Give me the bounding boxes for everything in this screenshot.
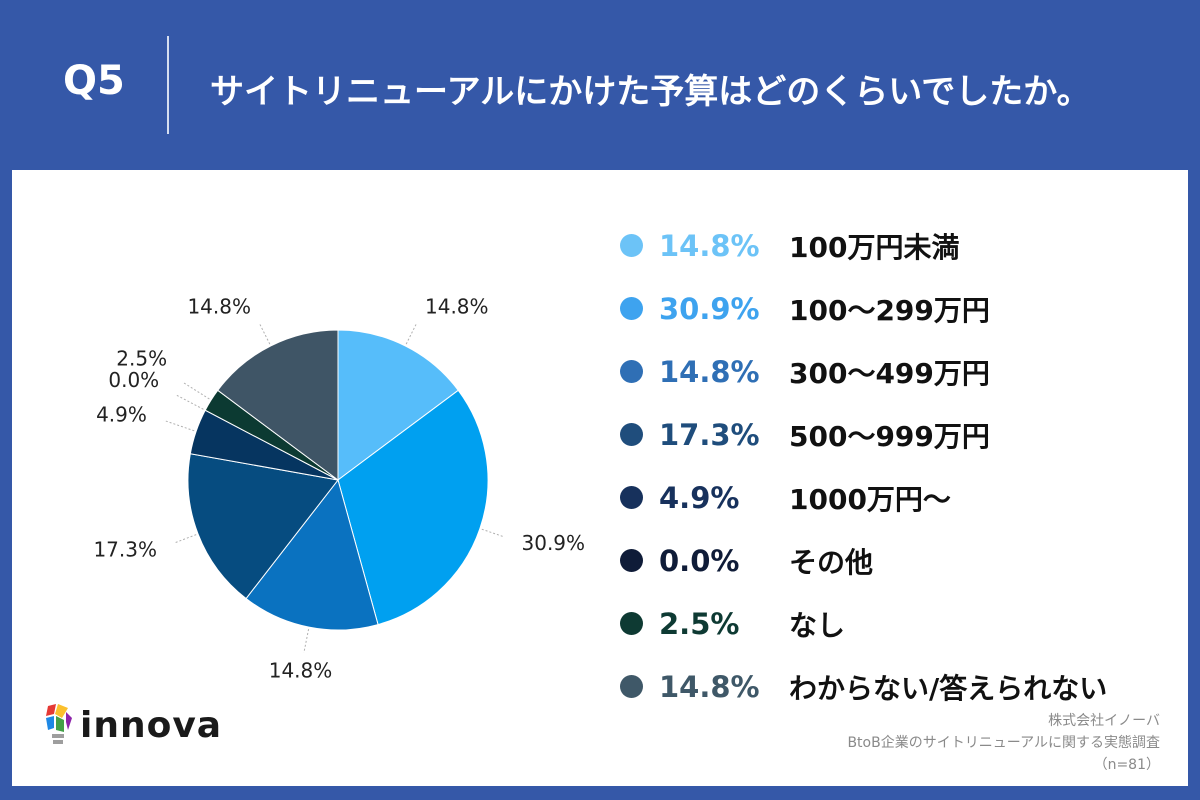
source-sample: （n=81） <box>1093 757 1160 773</box>
slice-label: 14.8% <box>425 295 489 319</box>
leader-line <box>405 322 418 345</box>
legend-item: 4.9% 1000万円〜 <box>620 466 1107 529</box>
legend-label: 300〜499万円 <box>789 356 990 390</box>
leader-line <box>173 534 197 544</box>
legend-item: 0.0% その他 <box>620 529 1107 592</box>
slice-label: 2.5% <box>116 346 167 370</box>
slice-label: 4.9% <box>96 403 147 427</box>
leader-line <box>174 393 204 410</box>
legend-percent: 14.8% <box>659 669 760 704</box>
header-divider <box>167 36 169 134</box>
legend-percent: 0.0% <box>659 543 740 578</box>
legend-item: 30.9% 100〜299万円 <box>620 277 1107 340</box>
source-survey: BtoB企業のサイトリニューアルに関する実態調査 <box>847 735 1160 751</box>
legend-dot <box>620 360 643 383</box>
legend-dot <box>620 549 643 572</box>
question-title: サイトリニューアルにかけた予算はどのくらいでしたか。 <box>210 72 1091 112</box>
legend-item: 14.8% わからない/答えられない <box>620 655 1107 718</box>
legend-item: 17.3% 500〜999万円 <box>620 403 1107 466</box>
slice-label: 14.8% <box>269 658 333 682</box>
legend-dot <box>620 675 643 698</box>
pie-slice <box>337 329 459 481</box>
slice-label: 30.9% <box>522 531 586 555</box>
leader-line <box>258 322 271 345</box>
chart-panel: 14.8% 30.9% 14.8% 17.3% 4.9% 0.0% 2.5% 14.8% 14… <box>12 170 1188 786</box>
slice-label: 0.0% <box>108 368 159 392</box>
legend-label: 1000万円〜 <box>789 482 951 516</box>
pie-slice <box>337 389 489 626</box>
pie-slice <box>187 453 339 600</box>
legend-dot <box>620 486 643 509</box>
pie-slice <box>245 478 379 631</box>
legend-label: その他 <box>789 545 874 579</box>
legend-label: なし <box>789 608 846 642</box>
legend-label: 500〜999万円 <box>789 419 990 453</box>
legend-dot <box>620 423 643 446</box>
slice-label: 14.8% <box>187 295 251 319</box>
leader-line <box>182 381 210 400</box>
leader-line <box>481 528 505 538</box>
legend-item: 14.8% 100万円未満 <box>620 214 1107 277</box>
legend-label: 100万円未満 <box>789 230 960 264</box>
legend-item: 2.5% なし <box>620 592 1107 655</box>
legend-percent: 14.8% <box>659 228 760 263</box>
slice-label: 17.3% <box>93 538 157 562</box>
legend-percent: 4.9% <box>659 480 740 515</box>
legend-label: 100〜299万円 <box>789 293 990 327</box>
legend-dot <box>620 297 643 320</box>
innova-logo: innova <box>42 702 222 748</box>
legend: 14.8% 100万円未満 30.9% 100〜299万円 14.8% 300〜… <box>620 214 1107 718</box>
legend-dot <box>620 612 643 635</box>
legend-percent: 14.8% <box>659 354 760 389</box>
legend-percent: 17.3% <box>659 417 760 452</box>
leader-line <box>303 629 310 653</box>
leader-line <box>163 419 195 432</box>
header: Q5 サイトリニューアルにかけた予算はどのくらいでしたか。 <box>0 0 1200 170</box>
question-number: Q5 <box>63 58 125 104</box>
pie-chart: 14.8% 30.9% 14.8% 17.3% 4.9% 0.0%2.5% 14.8% <box>93 295 586 683</box>
legend-percent: 30.9% <box>659 291 760 326</box>
source-note: 株式会社イノーバ BtoB企業のサイトリニューアルに関する実態調査 （n=81） <box>847 710 1160 776</box>
legend-dot <box>620 234 643 257</box>
logo-text: innova <box>80 704 223 746</box>
legend-label: わからない/答えられない <box>789 671 1108 705</box>
lightbulb-icon <box>46 704 72 744</box>
legend-item: 14.8% 300〜499万円 <box>620 340 1107 403</box>
source-company: 株式会社イノーバ <box>1048 713 1160 729</box>
pie-slice <box>217 329 339 481</box>
legend-percent: 2.5% <box>659 606 740 641</box>
